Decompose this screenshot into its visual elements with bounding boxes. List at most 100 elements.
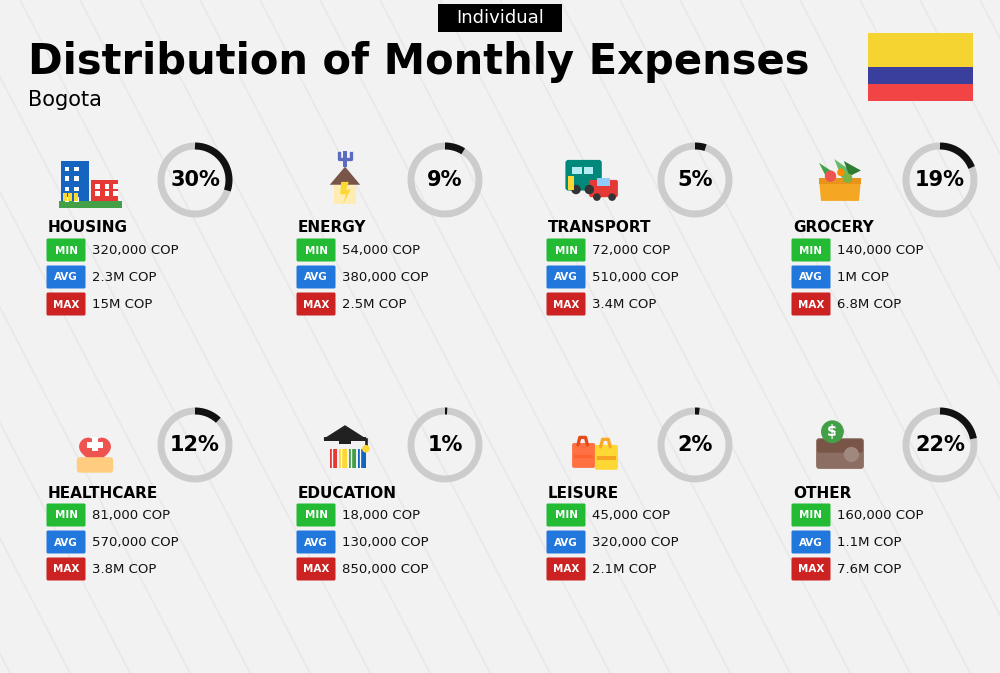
Bar [65,176,69,181]
Text: 160,000 COP: 160,000 COP [837,509,924,522]
Text: Bogota: Bogota [28,90,102,110]
Text: 22%: 22% [915,435,965,455]
Bar [113,184,118,188]
Text: MIN: MIN [554,246,578,256]
FancyBboxPatch shape [296,503,336,526]
Bar [597,178,610,186]
Text: MIN: MIN [554,511,578,520]
Text: Individual: Individual [456,9,544,27]
Text: HEALTHCARE: HEALTHCARE [48,485,158,501]
FancyBboxPatch shape [817,439,863,453]
Bar [113,191,118,196]
Bar [324,437,366,441]
Text: 140,000 COP: 140,000 COP [837,244,924,257]
Bar [868,84,973,101]
Text: 54,000 COP: 54,000 COP [342,244,420,257]
Text: 30%: 30% [170,170,220,190]
FancyBboxPatch shape [296,266,336,289]
FancyBboxPatch shape [792,238,830,262]
Bar [95,184,100,188]
Text: MIN: MIN [54,246,78,256]
Text: AVG: AVG [304,273,328,283]
FancyBboxPatch shape [77,457,113,472]
Circle shape [843,174,852,183]
Bar [819,178,861,184]
FancyBboxPatch shape [296,238,336,262]
Bar [74,193,78,201]
Text: 850,000 COP: 850,000 COP [342,563,428,576]
Text: MIN: MIN [304,246,328,256]
Polygon shape [80,438,110,465]
Text: 12%: 12% [170,435,220,455]
Circle shape [821,421,844,443]
FancyBboxPatch shape [546,503,586,526]
Text: 45,000 COP: 45,000 COP [592,509,670,522]
Text: EDUCATION: EDUCATION [298,485,397,501]
Bar [339,439,351,444]
Bar [95,191,100,196]
Text: AVG: AVG [554,538,578,548]
Bar [339,449,347,468]
FancyBboxPatch shape [296,557,336,581]
Text: 2.5M COP: 2.5M COP [342,298,406,311]
Circle shape [571,185,581,194]
Text: 130,000 COP: 130,000 COP [342,536,429,549]
Bar [334,185,356,204]
FancyBboxPatch shape [546,266,586,289]
Text: MAX: MAX [553,565,579,575]
Text: LEISURE: LEISURE [548,485,619,501]
Text: GROCERY: GROCERY [793,221,874,236]
Text: AVG: AVG [54,538,78,548]
Bar [65,197,69,202]
Text: 18,000 COP: 18,000 COP [342,509,420,522]
Bar [61,161,89,201]
Text: 1.1M COP: 1.1M COP [837,536,902,549]
Text: 2%: 2% [677,435,713,455]
Bar [68,193,72,201]
Bar [330,449,337,468]
Text: 380,000 COP: 380,000 COP [342,271,428,284]
Text: TRANSPORT: TRANSPORT [548,221,652,236]
FancyBboxPatch shape [595,445,618,470]
Text: 6.8M COP: 6.8M COP [837,298,901,311]
Circle shape [593,193,601,201]
Bar [574,454,593,458]
Polygon shape [834,159,853,178]
Bar [597,456,616,460]
Text: 510,000 COP: 510,000 COP [592,271,679,284]
Bar [74,186,79,191]
Bar [59,201,122,207]
Text: 320,000 COP: 320,000 COP [592,536,679,549]
Text: OTHER: OTHER [793,485,851,501]
FancyBboxPatch shape [546,293,586,316]
Text: 1M COP: 1M COP [837,271,889,284]
Text: 81,000 COP: 81,000 COP [92,509,170,522]
Text: MAX: MAX [303,299,329,310]
Text: 1%: 1% [427,435,463,455]
Circle shape [608,193,616,201]
Bar [349,449,356,468]
Bar [568,176,574,190]
FancyBboxPatch shape [46,557,86,581]
FancyBboxPatch shape [296,293,336,316]
Text: MAX: MAX [798,299,824,310]
Text: 9%: 9% [427,170,463,190]
Bar [868,67,973,84]
FancyBboxPatch shape [546,557,586,581]
Bar [868,33,973,67]
Text: HOUSING: HOUSING [48,221,128,236]
Polygon shape [819,163,836,178]
Text: MIN: MIN [304,511,328,520]
Bar [63,193,66,201]
Text: ENERGY: ENERGY [298,221,366,236]
Text: MAX: MAX [53,565,79,575]
Text: 5%: 5% [677,170,713,190]
Circle shape [825,170,836,182]
Text: AVG: AVG [54,273,78,283]
Bar [584,167,593,174]
Text: 7.6M COP: 7.6M COP [837,563,901,576]
Text: $: $ [827,424,837,439]
Bar [104,191,109,196]
FancyBboxPatch shape [565,160,602,190]
FancyBboxPatch shape [46,503,86,526]
